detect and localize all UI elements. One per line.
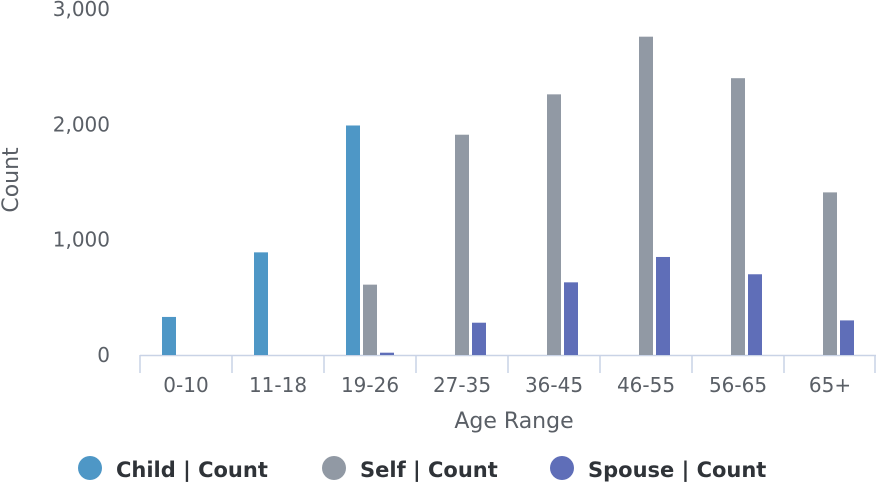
y-axis: 0 1,000 2,000 3,000 [53,0,110,367]
bar-child-19-26[interactable] [346,125,360,355]
x-tick-label: 11-18 [249,373,307,397]
bar-spouse-19-26[interactable] [380,352,394,355]
bar-self-65+[interactable] [823,192,837,355]
x-tick-label: 56-65 [709,373,767,397]
legend-item-child[interactable]: Child | Count [116,458,268,483]
x-tick-label: 46-55 [617,373,675,397]
legend-swatch-child [78,456,102,480]
bar-self-27-35[interactable] [455,134,469,355]
bar-self-19-26[interactable] [363,284,377,355]
x-tick-label: 65+ [809,373,851,397]
x-tick-label: 0-10 [163,373,208,397]
bar-self-36-45[interactable] [547,94,561,355]
legend: Child | Count Self | Count Spouse | Count [78,456,766,483]
x-axis-title: Age Range [454,409,573,434]
bar-spouse-65+[interactable] [840,320,854,355]
legend-item-spouse[interactable]: Spouse | Count [588,458,766,483]
bar-spouse-46-55[interactable] [656,256,670,355]
bar-self-46-55[interactable] [639,36,653,356]
legend-item-self[interactable]: Self | Count [360,458,498,483]
x-tick-label: 27-35 [433,373,491,397]
y-tick-label: 0 [97,343,110,367]
bar-spouse-56-65[interactable] [748,274,762,355]
y-tick-label: 3,000 [53,0,110,21]
legend-swatch-self [322,456,346,480]
x-axis: 0-10 11-18 19-26 27-35 36-45 46-55 56-65 65+ [139,354,876,397]
y-axis-title: Count [0,147,24,213]
bar-spouse-27-35[interactable] [472,322,486,355]
bar-self-56-65[interactable] [731,78,745,355]
x-tick-label: 36-45 [525,373,583,397]
x-tick-label: 19-26 [341,373,399,397]
legend-swatch-spouse [550,456,574,480]
bars [162,36,854,356]
y-tick-label: 1,000 [53,228,110,252]
bar-child-0-10[interactable] [162,316,176,355]
bar-spouse-36-45[interactable] [564,282,578,355]
bar-child-11-18[interactable] [254,252,268,355]
y-tick-label: 2,000 [53,112,110,136]
